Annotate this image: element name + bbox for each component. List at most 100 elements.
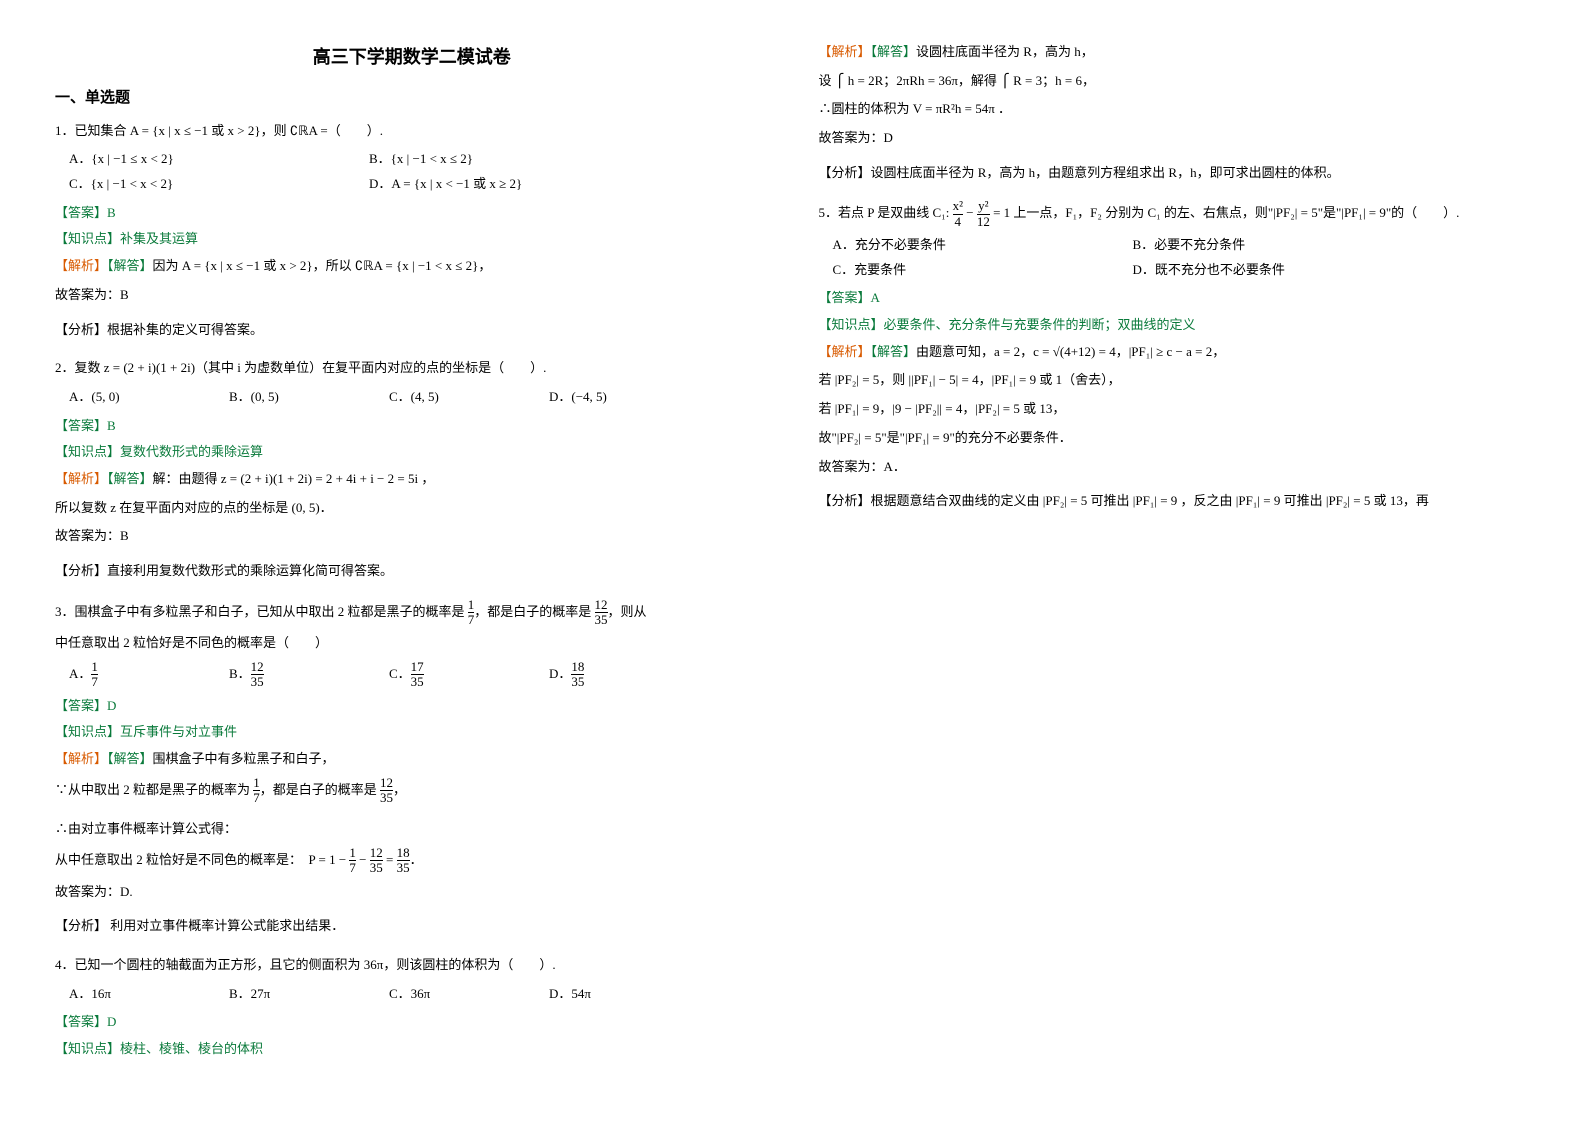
pre: C． [389,666,411,681]
frac: 1235 [595,598,608,628]
den: 7 [91,675,98,689]
jieda-label: 【解答】 [107,258,153,273]
den: 35 [397,861,410,875]
num: 12 [370,846,383,861]
q2-choice-a: A．(5, 0) [69,385,219,410]
q1-text: 1．已知集合 A = {x | x ≤ −1 或 x > 2}，则 ∁ℝA =（… [55,119,769,144]
q2-line2: 所以复数 z 在复平面内对应的点的坐标是 (0, 5)． [55,496,769,521]
t: ，都是白子的概率是 [260,781,380,796]
q2-explain-body: 解：由题得 z = (2 + i)(1 + 2i) = 2 + 4i + i −… [153,471,435,486]
t: − [963,205,977,220]
q5-line2: 若 |PF₂| = 5，则 ||PF₁| − 5| = 4，|PF₁| = 9 … [819,368,1533,393]
exam-page: 高三下学期数学二模试卷 一、单选题 1．已知集合 A = {x | x ≤ −1… [55,40,1532,1082]
q3-choice-a: A．17 [69,660,219,690]
jieda-label: 【解答】 [871,344,917,359]
q4-explain: 【解析】【解答】设圆柱底面半径为 R，高为 h， [819,40,1533,65]
q4-explain-body: 设圆柱底面半径为 R，高为 h， [916,44,1094,59]
num: 1 [91,660,98,675]
den: 35 [411,675,424,689]
t: ， [393,781,406,796]
q5-line3: 若 |PF₁| = 9，|9 − |PF₂|| = 4，|PF₂| = 5 或 … [819,397,1533,422]
q3-analysis: 【分析】 利用对立事件概率计算公式能求出结果． [55,914,769,939]
frac: 1735 [411,660,424,690]
q5-choices: A．充分不必要条件 B．必要不充分条件 C．充要条件 D．既不充分也不必要条件 [833,233,1533,282]
q4-final: 故答案为：D [819,126,1533,151]
frac: 1835 [397,846,410,876]
q4-text: 4．已知一个圆柱的轴截面为正方形，且它的侧面积为 36π，则该圆柱的体积为（ ）… [55,953,769,978]
q5-line4: 故"|PF₂| = 5"是"|PF₁| = 9"的充分不必要条件． [819,426,1533,451]
num: 18 [397,846,410,861]
q5-choice-c: C．充要条件 [833,258,1123,283]
t: 从中任意取出 2 粒恰好是不同色的概率是： P = 1 − [55,852,349,867]
num: 12 [251,660,264,675]
q3-choice-b: B．1235 [229,660,379,690]
num: 12 [595,598,608,613]
frac: 1235 [380,776,393,806]
q5-text: 5．若点 P 是双曲线 C₁: x²4 − y²12 = 1 上一点，F₁，F₂… [819,199,1533,229]
den: 35 [370,861,383,875]
q5-explain: 【解析】【解答】由题意可知，a = 2，c = √(4+12) = 4，|PF₁… [819,340,1533,365]
q3-t2: ，都是白子的概率是 [474,603,594,618]
q2-explain: 【解析】【解答】解：由题得 z = (2 + i)(1 + 2i) = 2 + … [55,467,769,492]
q5-choice-a: A．充分不必要条件 [833,233,1123,258]
num: 17 [411,660,424,675]
q1-choice-a: A．{x | −1 ≤ x < 2} [69,147,359,172]
num: x² [953,199,963,214]
t: ∵从中取出 2 粒都是黑子的概率为 [55,781,253,796]
jiexi-label: 【解析】 [55,751,107,766]
t: = [383,852,397,867]
t: 上一点，F₁，F₂ 分别为 C₁ 的左、右焦点，则"|PF₂| = 5"是"|P… [1010,205,1459,220]
t: − [356,852,370,867]
q1-knowledge: 【知识点】补集及其运算 [55,227,769,252]
frac: x²4 [953,199,963,229]
q2-choices: A．(5, 0) B．(0, 5) C．(4, 5) D．(−4, 5) [69,385,769,410]
frac: y²12 [977,199,990,229]
q4-line2: 设 ⎧ h = 2R；2πRh = 36π，解得 ⎧ R = 3；h = 6， [819,69,1533,94]
q2-knowledge: 【知识点】复数代数形式的乘除运算 [55,440,769,465]
q2-choice-d: D．(−4, 5) [549,385,699,410]
q2-answer: 【答案】B [55,414,769,439]
q3-knowledge: 【知识点】互斥事件与对立事件 [55,720,769,745]
q2-choice-c: C．(4, 5) [389,385,539,410]
q3-line3: ∴由对立事件概率计算公式得： [55,817,769,842]
q3-text: 3．围棋盒子中有多粒黑子和白子，已知从中取出 2 粒都是黑子的概率是 17，都是… [55,598,769,628]
q3-t1: 3．围棋盒子中有多粒黑子和白子，已知从中取出 2 粒都是黑子的概率是 [55,603,468,618]
t: ． [410,852,423,867]
q1-explain-body: 因为 A = {x | x ≤ −1 或 x > 2}，所以 ∁ℝA = {x … [153,258,492,273]
q1-analysis: 【分析】根据补集的定义可得答案。 [55,318,769,343]
jiexi-label: 【解析】 [819,344,871,359]
den: 35 [251,675,264,689]
frac: 1835 [571,660,584,690]
q5-final: 故答案为：A． [819,455,1533,480]
q2-choice-b: B．(0, 5) [229,385,379,410]
num: 18 [571,660,584,675]
q4-knowledge: 【知识点】棱柱、棱锥、棱台的体积 [55,1037,769,1062]
q4-answer: 【答案】D [55,1010,769,1035]
q3-explain: 【解析】【解答】围棋盒子中有多粒黑子和白子， [55,747,769,772]
q5-answer: 【答案】A [819,286,1533,311]
pre: B． [229,666,251,681]
q2-text: 2．复数 z = (2 + i)(1 + 2i)（其中 i 为虚数单位）在复平面… [55,356,769,381]
q5-choice-d: D．既不充分也不必要条件 [1133,258,1423,283]
q4-analysis: 【分析】设圆柱底面半径为 R，高为 h，由题意列方程组求出 R，h，即可求出圆柱… [819,161,1533,186]
q1-choice-d: D．A = {x | x < −1 或 x ≥ 2} [369,172,659,197]
q3-line2: ∵从中取出 2 粒都是黑子的概率为 17，都是白子的概率是 1235， [55,776,769,806]
jiexi-label: 【解析】 [819,44,871,59]
q1-choice-b: B．{x | −1 < x ≤ 2} [369,147,659,172]
q3-text4: 中任意取出 2 粒恰好是不同色的概率是（ ） [55,631,769,656]
q3-choice-c: C．1735 [389,660,539,690]
section-1-heading: 一、单选题 [55,84,769,113]
q1-answer: 【答案】B [55,201,769,226]
frac: 1235 [251,660,264,690]
q3-line4: 从中任意取出 2 粒恰好是不同色的概率是： P = 1 − 17 − 1235 … [55,846,769,876]
num: 12 [380,776,393,791]
q5-knowledge: 【知识点】必要条件、充分条件与充要条件的判断；双曲线的定义 [819,313,1533,338]
frac: 1235 [370,846,383,876]
t: = 1 [990,205,1010,220]
q5-explain-body: 由题意可知，a = 2，c = √(4+12) = 4，|PF₁| ≥ c − … [916,344,1225,359]
jieda-label: 【解答】 [107,751,153,766]
den: 4 [953,215,963,229]
q2-analysis: 【分析】直接利用复数代数形式的乘除运算化简可得答案。 [55,559,769,584]
q4-choice-b: B．27π [229,982,379,1007]
q5-choice-b: B．必要不充分条件 [1133,233,1423,258]
